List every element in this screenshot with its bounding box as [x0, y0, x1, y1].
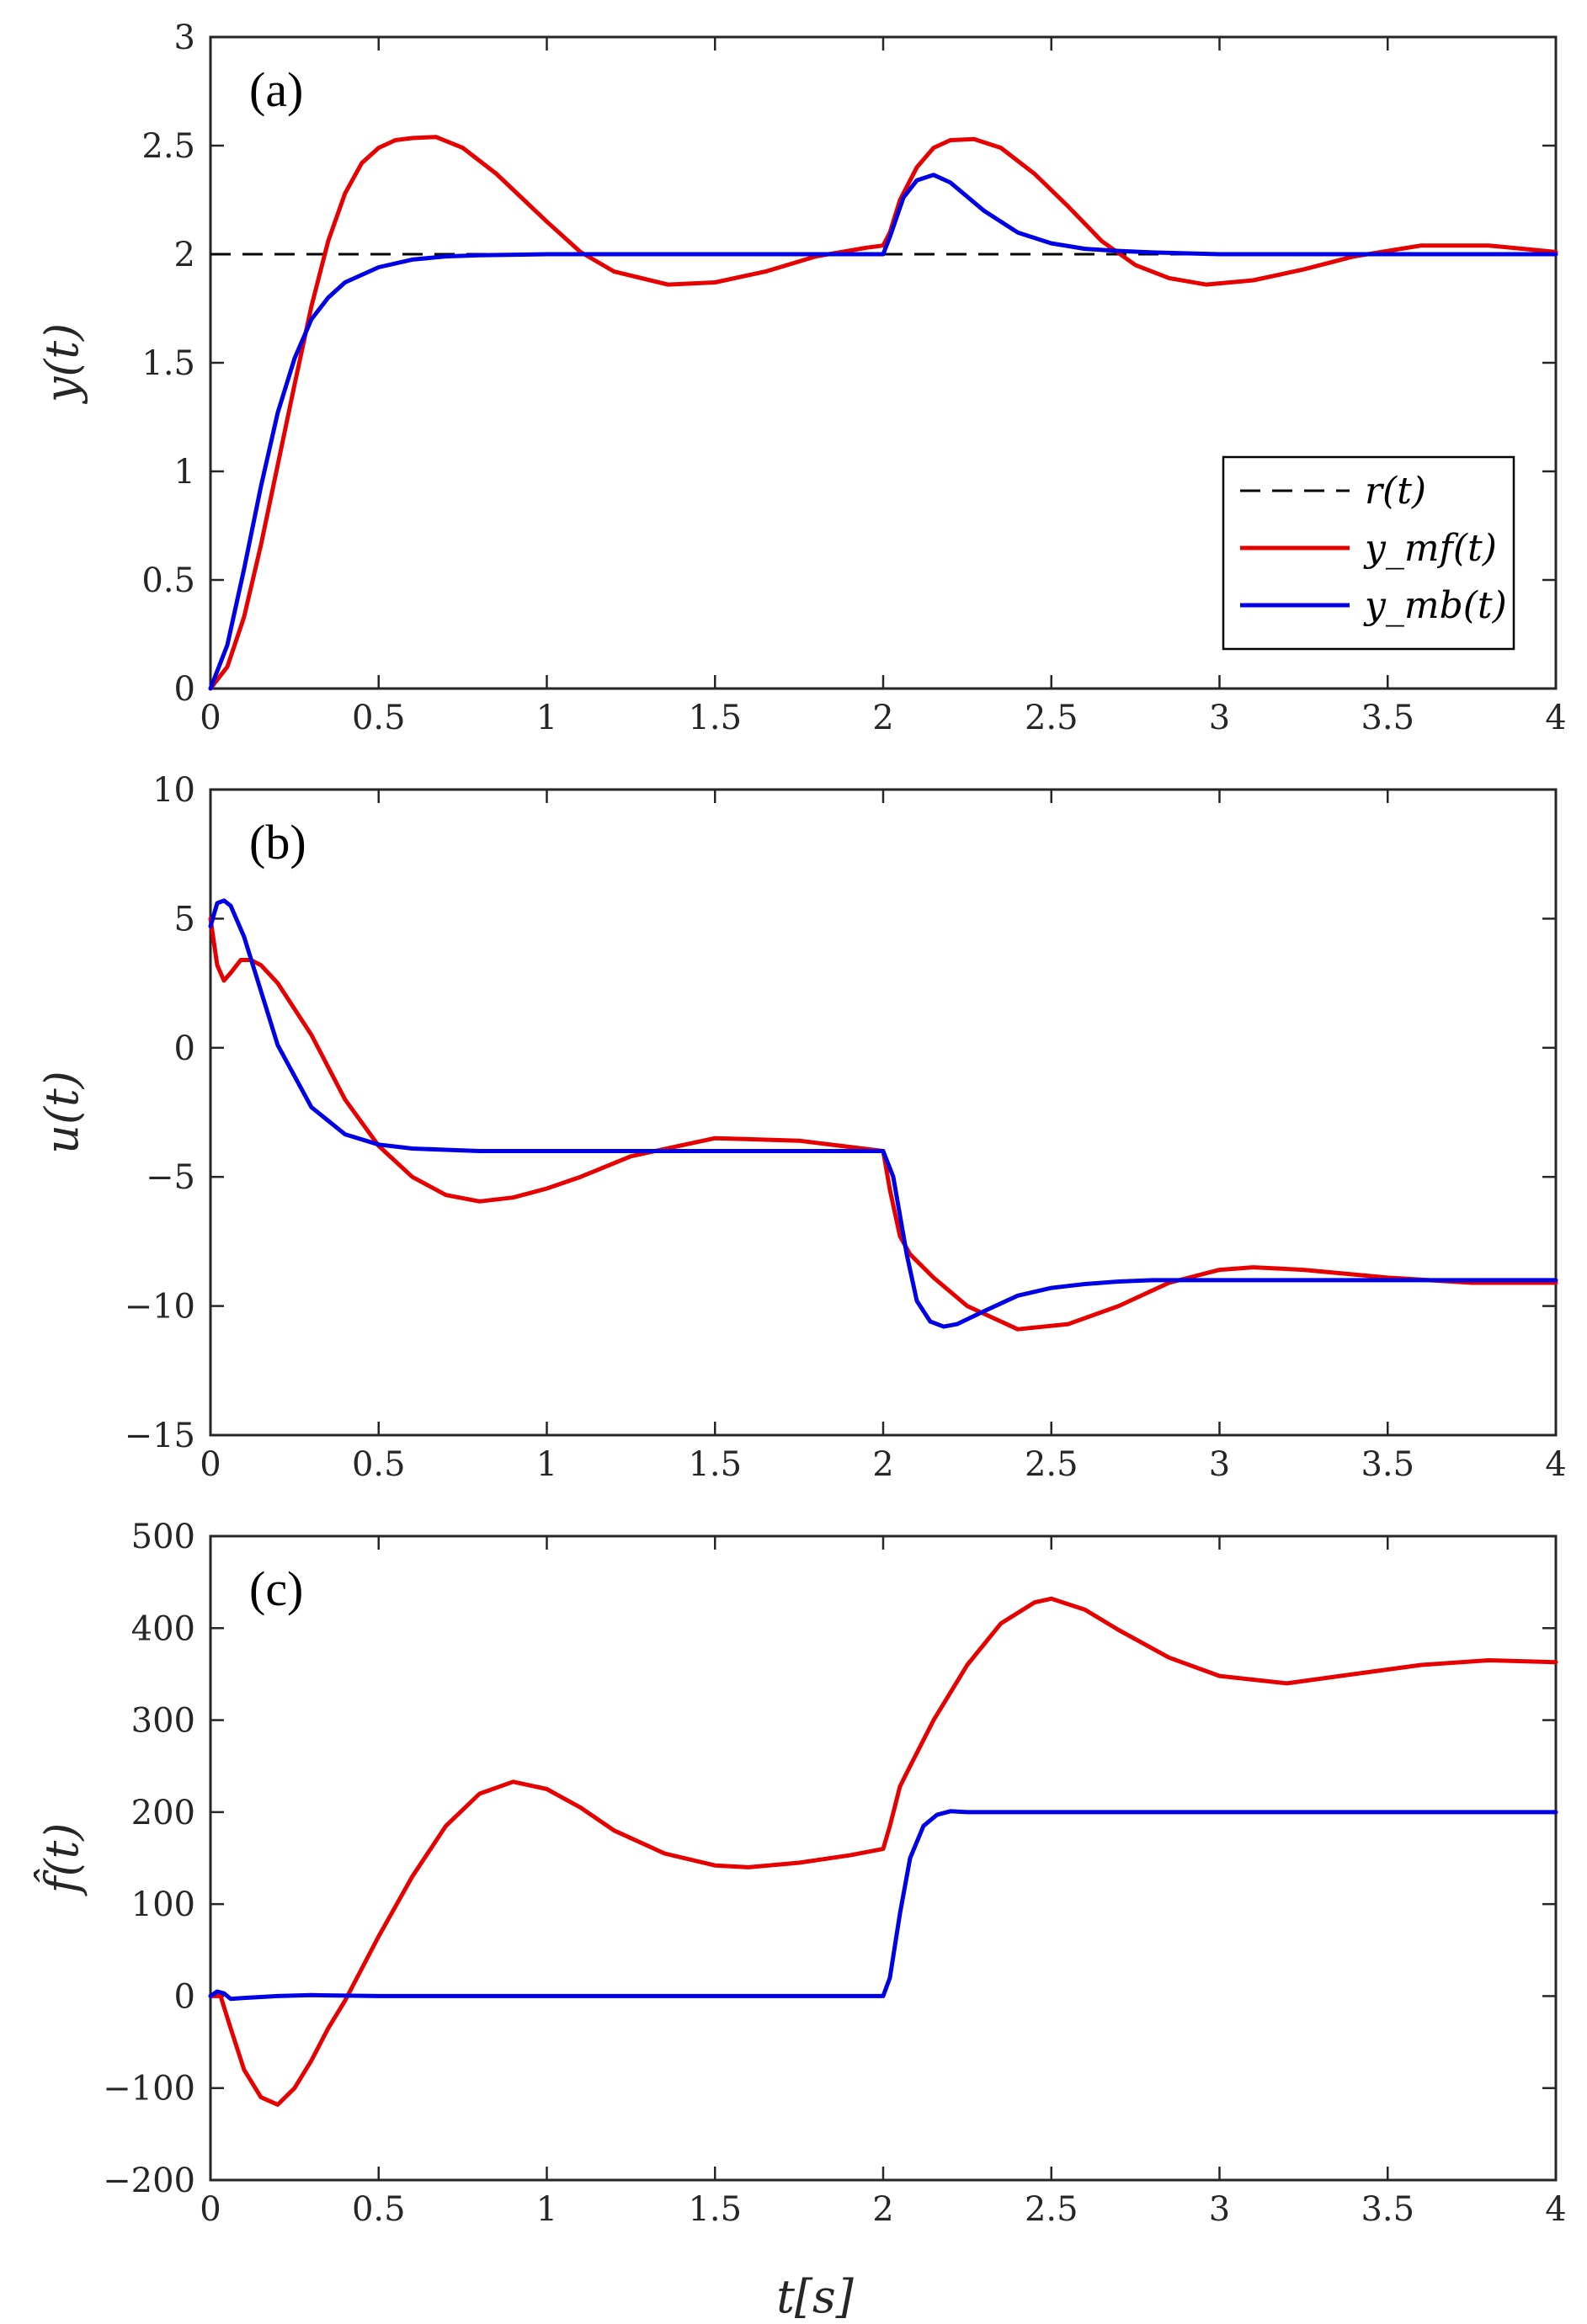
- y-axis-title: u(t): [35, 1071, 88, 1154]
- y-tick-label: 1.5: [141, 344, 195, 383]
- series-y-mf-t: [208, 135, 1558, 691]
- panels: 0 0.5 1 1.5 2 2.5 3 3.5 4 0 0.5 1 1.5 2 2.5 3 y(t) (a) r(t…: [33, 19, 1566, 2229]
- legend-label: y_mf(t): [1363, 527, 1497, 570]
- plot-area: [209, 788, 1558, 1437]
- y-tick-label: −5: [146, 1158, 195, 1197]
- panel-label: (c): [249, 1561, 303, 1616]
- y-tick-label: −200: [103, 2162, 195, 2200]
- x-tick-label: 0: [200, 699, 221, 737]
- x-tick-label: 0: [200, 1445, 221, 1484]
- x-tick-label: 3.5: [1361, 699, 1414, 737]
- y-tick-label: 0.5: [141, 561, 195, 600]
- y-tick-label: 1: [174, 453, 195, 492]
- x-tick-label: 4: [1545, 1445, 1566, 1484]
- y-tick-label: 200: [131, 1794, 195, 1832]
- y-tick-label: 0: [174, 1029, 195, 1068]
- panel-2: 0 0.5 1 1.5 2 2.5 3 3.5 4 −15 −10 −5 0 5 10 u(t) (b): [35, 771, 1567, 1484]
- y-tick-label: 2: [174, 236, 195, 274]
- y-axis-title: f̂(t): [33, 1823, 88, 1897]
- x-tick-label: 3.5: [1361, 1445, 1414, 1484]
- x-tick-label: 3: [1209, 699, 1230, 737]
- x-tick-label: 0.5: [352, 699, 406, 737]
- x-tick-label: 1: [536, 1445, 557, 1484]
- x-tick-label: 3.5: [1361, 2190, 1414, 2229]
- x-tick-label: 2: [872, 1445, 893, 1484]
- x-tick-label: 2: [872, 2190, 893, 2229]
- x-tick-label: 1.5: [688, 699, 742, 737]
- x-tick-label: 3: [1209, 1445, 1230, 1484]
- series-u-mb-t: [208, 898, 1558, 1329]
- x-tick-label: 3: [1209, 2190, 1230, 2229]
- y-tick-label: 0: [174, 1977, 195, 2016]
- y-tick-label: 500: [131, 1518, 195, 1556]
- y-tick-label: 400: [131, 1609, 195, 1648]
- y-tick-label: 5: [174, 900, 195, 939]
- y-tick-label: 2.5: [141, 127, 195, 166]
- y-tick-label: 3: [174, 19, 195, 57]
- legend: r(t) y_mf(t) y_mb(t): [1222, 455, 1515, 651]
- x-tick-label: 1.5: [688, 2190, 742, 2229]
- x-tick-label: 0.5: [352, 2190, 406, 2229]
- panel-label: (a): [249, 62, 303, 117]
- x-tick-label: 0.5: [352, 1445, 406, 1484]
- x-tick-label: 4: [1545, 699, 1566, 737]
- legend-box: [1222, 455, 1515, 651]
- plot-area: [209, 1534, 1558, 2182]
- panel-label: (b): [249, 815, 306, 870]
- x-tick-label: 2.5: [1025, 2190, 1078, 2229]
- legend-label: y_mb(t): [1363, 584, 1507, 627]
- series-y-mb-t: [208, 173, 1558, 691]
- x-tick-label: 1: [536, 2190, 557, 2229]
- y-axis-title: y(t): [35, 323, 88, 404]
- y-tick-label: 100: [131, 1885, 195, 1924]
- x-axis-title: t[s]: [776, 2270, 854, 2323]
- x-tick-label: 2: [872, 699, 893, 737]
- y-tick-label: −15: [125, 1417, 195, 1455]
- x-tick-label: 0: [200, 2190, 221, 2229]
- x-tick-label: 1.5: [688, 1445, 742, 1484]
- series-f-mb-t: [208, 1809, 1558, 2002]
- y-tick-label: 300: [131, 1702, 195, 1741]
- x-tick-label: 2.5: [1025, 699, 1078, 737]
- panel-1: 0 0.5 1 1.5 2 2.5 3 3.5 4 0 0.5 1 1.5 2 2.5 3 y(t) (a) r(t…: [35, 19, 1567, 737]
- y-tick-label: 10: [152, 771, 195, 810]
- series-f-mf-t: [208, 1596, 1558, 2107]
- x-tick-label: 2.5: [1025, 1445, 1078, 1484]
- x-tick-label: 1: [536, 699, 557, 737]
- y-tick-label: −10: [125, 1288, 195, 1327]
- y-tick-label: −100: [103, 2070, 195, 2109]
- x-tick-label: 4: [1545, 2190, 1566, 2229]
- legend-label: r(t): [1365, 470, 1426, 513]
- panel-3: 0 0.5 1 1.5 2 2.5 3 3.5 4 −200 −100 0 100 200 300 400 50…: [33, 1518, 1566, 2229]
- y-tick-label: 0: [174, 670, 195, 709]
